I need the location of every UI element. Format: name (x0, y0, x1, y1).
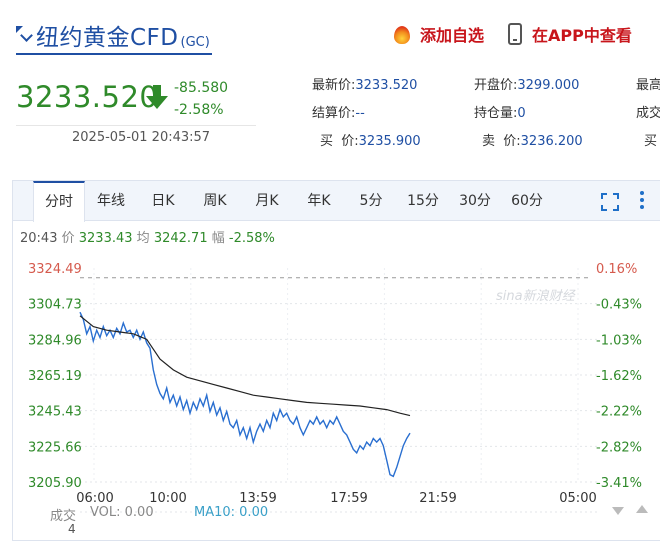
field-settlement: 结算价:-- (312, 106, 365, 121)
page-header: 纽约黄金CFD (GC) 添加自选 在APP中查看 (0, 0, 660, 58)
quote-datetime: 2025-05-01 20:43:57 (72, 130, 211, 145)
quote-divider (16, 125, 256, 126)
view-in-app-label: 在APP中查看 (532, 26, 632, 45)
tab-intraday[interactable]: 分时 (33, 181, 85, 222)
instrument-title: 纽约黄金CFD (GC) (16, 18, 210, 52)
chart-tabs: 分时 年线 日K 周K 月K 年K 5分 15分 30分 60分 (13, 181, 660, 222)
tab-year-line[interactable]: 年线 (97, 193, 125, 209)
phone-icon (508, 23, 522, 45)
change-value: -85.580 (174, 80, 229, 96)
tab-60min[interactable]: 60分 (511, 193, 543, 209)
tab-yearly-k[interactable]: 年K (307, 193, 331, 209)
tab-weekly-k[interactable]: 周K (203, 193, 227, 209)
tab-5min[interactable]: 5分 (359, 193, 383, 209)
tab-monthly-k[interactable]: 月K (255, 193, 279, 209)
tab-daily-k[interactable]: 日K (151, 193, 175, 209)
field-last-price: 最新价:3233.520 (312, 78, 418, 93)
crosshair-info: 20:43 价 3233.43 均 3242.71 幅 -2.58% (20, 231, 275, 246)
instrument-code: (GC) (180, 35, 210, 50)
last-price: 3233.520 (16, 80, 159, 114)
price-change: -85.580 -2.58% (174, 77, 228, 121)
view-in-app-button[interactable]: 在APP中查看 (508, 22, 632, 46)
title-underline (16, 53, 212, 55)
field-ask: 卖 价:3236.200 (482, 134, 583, 149)
more-options-icon[interactable] (639, 191, 645, 211)
change-percent: -2.58% (174, 102, 224, 118)
ma10-value: MA10: 0.00 (194, 505, 269, 520)
field-open-interest: 持仓量:0 (474, 106, 526, 121)
add-watchlist-label: 添加自选 (420, 26, 485, 45)
instrument-name: 纽约黄金CFD (36, 25, 179, 51)
tab-30min[interactable]: 30分 (459, 193, 491, 209)
fire-icon (392, 23, 412, 45)
fullscreen-icon[interactable] (601, 193, 619, 211)
tab-15min[interactable]: 15分 (407, 193, 439, 209)
down-arrow-icon (146, 85, 168, 109)
scroll-up-icon[interactable] (636, 505, 648, 513)
volume-label: 成交 (50, 509, 77, 524)
volume-scale: 4 (68, 522, 76, 536)
field-bid: 买 价:3235.900 (320, 134, 421, 149)
field-open-price: 开盘价:3299.000 (474, 78, 580, 93)
field-high: 最高 (636, 78, 660, 93)
title-mark-icon (16, 26, 30, 40)
add-watchlist-button[interactable]: 添加自选 (392, 22, 484, 46)
field-bid-vol: 买 (644, 134, 658, 149)
scroll-down-icon[interactable] (612, 507, 624, 515)
field-volume: 成交 (636, 106, 660, 121)
vol-value: VOL: 0.00 (90, 505, 154, 520)
